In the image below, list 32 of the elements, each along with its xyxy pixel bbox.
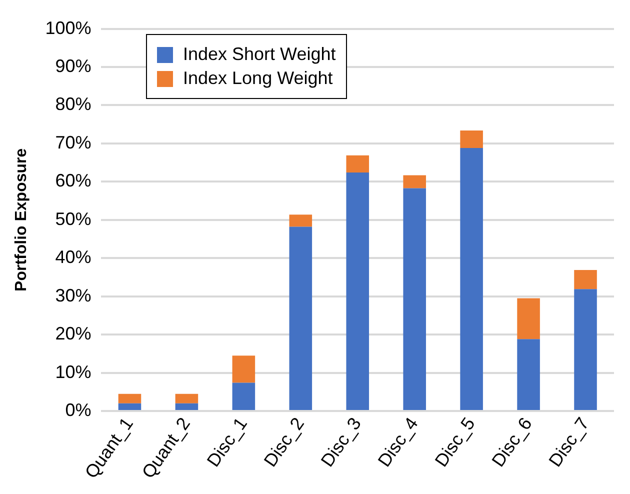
bar [346,155,370,173]
legend-label: Index Short Weight [183,44,336,65]
y-tick-label: 10% [55,362,92,382]
bar [346,172,370,410]
bar [517,298,540,340]
bar [175,394,198,404]
y-tick-label: 100% [45,18,92,38]
bar [289,226,312,410]
bar [175,403,198,410]
y-tick-label: 90% [55,56,92,76]
legend-label: Index Long Weight [183,68,333,89]
bar [574,270,597,290]
y-tick-label: 70% [55,132,92,152]
bar [232,356,256,383]
y-tick-label: 40% [55,247,92,268]
bar [118,403,142,410]
y-tick-label: 80% [55,94,92,114]
bar [118,394,142,404]
bar [517,339,540,410]
y-tick-label: 60% [55,170,92,191]
bar [403,188,426,410]
bar [574,289,597,410]
bar [232,382,256,410]
bar [460,148,483,410]
bar [403,175,426,188]
y-tick-label: 50% [55,208,92,229]
y-axis-title: Portfolio Exposure [13,148,30,292]
bar [460,130,483,148]
y-tick-label: 20% [55,324,92,344]
y-tick-label: 0% [65,400,92,420]
bar [289,214,312,227]
y-tick-label: 30% [55,285,92,306]
